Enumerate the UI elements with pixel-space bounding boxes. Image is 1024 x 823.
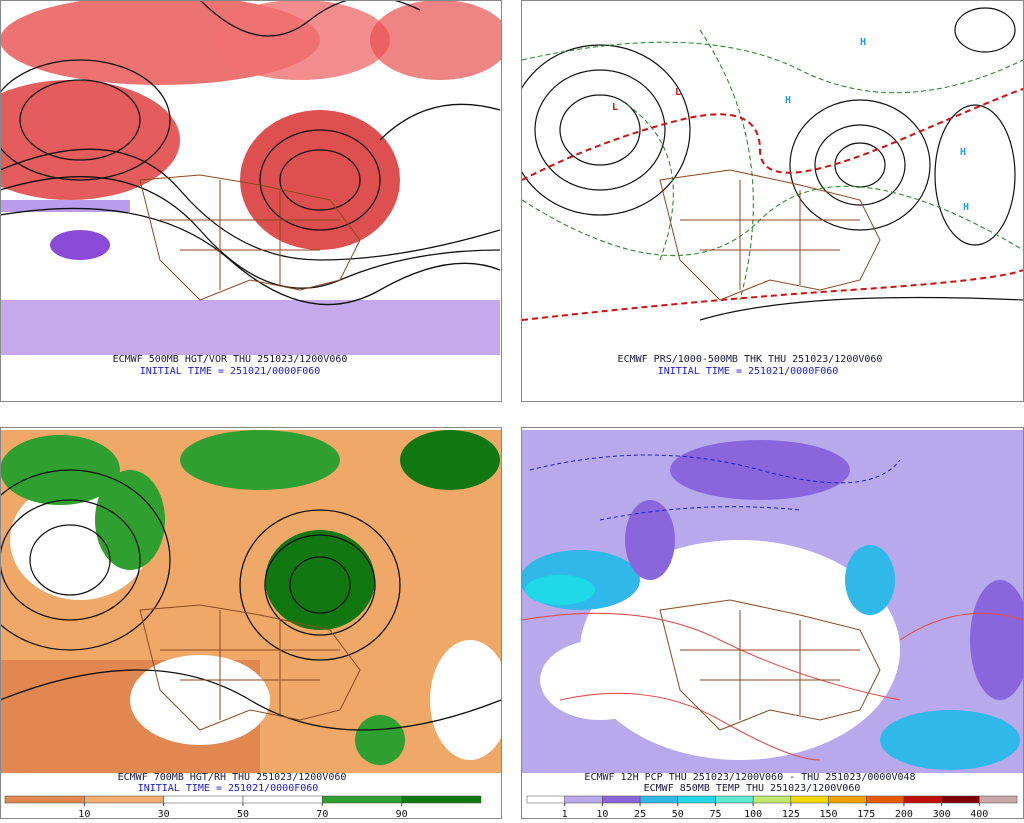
colorbar: 1 10 25 50 75 100 125 150 175 200 300 400 bbox=[526, 795, 1018, 820]
colorbar-label: 10 bbox=[596, 809, 608, 819]
colorbar-label: 400 bbox=[970, 809, 988, 819]
colorbar-label: 175 bbox=[857, 809, 875, 819]
colorbar-segment bbox=[790, 795, 829, 804]
high-marker: H bbox=[963, 202, 969, 213]
colorbar-label: 90 bbox=[396, 809, 408, 819]
colorbar-label: 50 bbox=[237, 809, 249, 819]
colorbar-label: 10 bbox=[78, 809, 90, 819]
colorbar-segment bbox=[752, 795, 792, 804]
map bbox=[1, 430, 501, 773]
colorbar-label: 100 bbox=[744, 809, 762, 819]
colorbar-segment bbox=[941, 795, 980, 804]
colorbar-segment bbox=[564, 795, 603, 804]
colorbar-segment bbox=[865, 795, 905, 804]
borders bbox=[659, 169, 881, 301]
map bbox=[522, 430, 1023, 773]
precip-area bbox=[625, 500, 675, 580]
rh-area bbox=[430, 640, 501, 760]
colorbar-label: 150 bbox=[820, 809, 838, 819]
panel-700mb: ECMWF 700MB HGT/RH THU 251023/1200V060 I… bbox=[0, 427, 502, 820]
precip-area bbox=[525, 575, 595, 605]
initial-time: INITIAL TIME = 251021/0000F060 bbox=[140, 366, 321, 377]
borders bbox=[659, 599, 881, 731]
rh-area bbox=[130, 655, 270, 745]
colorbar-label: 300 bbox=[933, 809, 951, 819]
low-marker: L bbox=[612, 102, 618, 113]
thickness-540 bbox=[522, 87, 1023, 321]
rh-area bbox=[400, 430, 500, 490]
temperature-contours bbox=[522, 612, 1023, 761]
colorbar-segment bbox=[4, 795, 85, 804]
vorticity-area bbox=[1, 80, 180, 200]
colorbar-label: 50 bbox=[672, 809, 684, 819]
colorbar-segment bbox=[163, 795, 244, 804]
colorbar-label: 200 bbox=[895, 809, 913, 819]
colorbar-segment bbox=[828, 795, 867, 804]
initial-time: INITIAL TIME = 251021/0000F060 bbox=[658, 366, 839, 377]
height-contours bbox=[1, 1, 501, 306]
high-marker: H bbox=[960, 147, 966, 158]
panel-500mb: ECMWF 500MB HGT/VOR THU 251023/1200V060 … bbox=[0, 0, 502, 402]
rh-area bbox=[355, 715, 405, 765]
colorbar-label: 70 bbox=[316, 809, 328, 819]
low-marker: L bbox=[675, 87, 681, 98]
colorbar-segment bbox=[242, 795, 323, 804]
caption: ECMWF 700MB HGT/RH THU 251023/1200V060 bbox=[118, 772, 347, 783]
colorbar-segment bbox=[715, 795, 754, 804]
vorticity-area bbox=[50, 230, 110, 260]
panel-pressure-thickness: L L H H H H ECMWF PRS/1000-500MB THK THU… bbox=[521, 0, 1024, 402]
colorbar-label: 125 bbox=[782, 809, 800, 819]
caption: ECMWF 500MB HGT/VOR THU 251023/1200V060 bbox=[113, 354, 348, 365]
colorbar-segment bbox=[322, 795, 402, 804]
precip-area bbox=[845, 545, 895, 615]
colorbar-label: 30 bbox=[158, 809, 170, 819]
colorbar-label: 1 bbox=[562, 809, 568, 819]
precip-area bbox=[880, 710, 1020, 770]
colorbar-segment bbox=[979, 795, 1018, 804]
colorbar-label: 75 bbox=[709, 809, 721, 819]
temperature-contours bbox=[529, 454, 901, 521]
colorbar-label: 25 bbox=[634, 809, 646, 819]
height-contours bbox=[1, 469, 501, 731]
vorticity-area bbox=[1, 300, 500, 355]
vorticity-area bbox=[240, 110, 400, 250]
rh-area bbox=[95, 470, 165, 570]
borders bbox=[139, 174, 361, 301]
isobars bbox=[522, 7, 1023, 321]
vorticity-area bbox=[210, 1, 390, 80]
rh-area bbox=[265, 530, 375, 630]
colorbar-segment bbox=[677, 795, 716, 804]
borders bbox=[139, 604, 361, 731]
colorbar-segment bbox=[401, 795, 482, 804]
panel-frame bbox=[521, 0, 1024, 402]
precip-area bbox=[540, 640, 660, 720]
initial-time: INITIAL TIME = 251021/0000F060 bbox=[138, 783, 319, 794]
panel-precip-850mb: ECMWF 12H PCP THU 251023/1200V060 - THU … bbox=[521, 427, 1024, 820]
colorbar-segment bbox=[903, 795, 942, 804]
map bbox=[1, 1, 501, 355]
high-marker: H bbox=[860, 37, 866, 48]
colorbar-segment bbox=[84, 795, 164, 804]
caption: ECMWF PRS/1000-500MB THK THU 251023/1200… bbox=[618, 354, 883, 365]
caption: ECMWF 12H PCP THU 251023/1200V060 - THU … bbox=[584, 772, 915, 783]
precip-area bbox=[970, 580, 1023, 700]
high-marker: H bbox=[785, 95, 791, 106]
rh-area bbox=[180, 430, 340, 490]
pressure-centers: L L H H H H bbox=[612, 37, 969, 213]
map: L L H H H H bbox=[522, 7, 1023, 321]
caption: ECMWF 850MB TEMP THU 251023/1200V060 bbox=[644, 783, 861, 794]
vorticity-area bbox=[370, 1, 501, 80]
colorbar-segment bbox=[526, 795, 565, 804]
colorbar-segment bbox=[602, 795, 641, 804]
colorbar-segment bbox=[639, 795, 679, 804]
colorbar: 10 30 50 70 90 bbox=[4, 795, 482, 820]
